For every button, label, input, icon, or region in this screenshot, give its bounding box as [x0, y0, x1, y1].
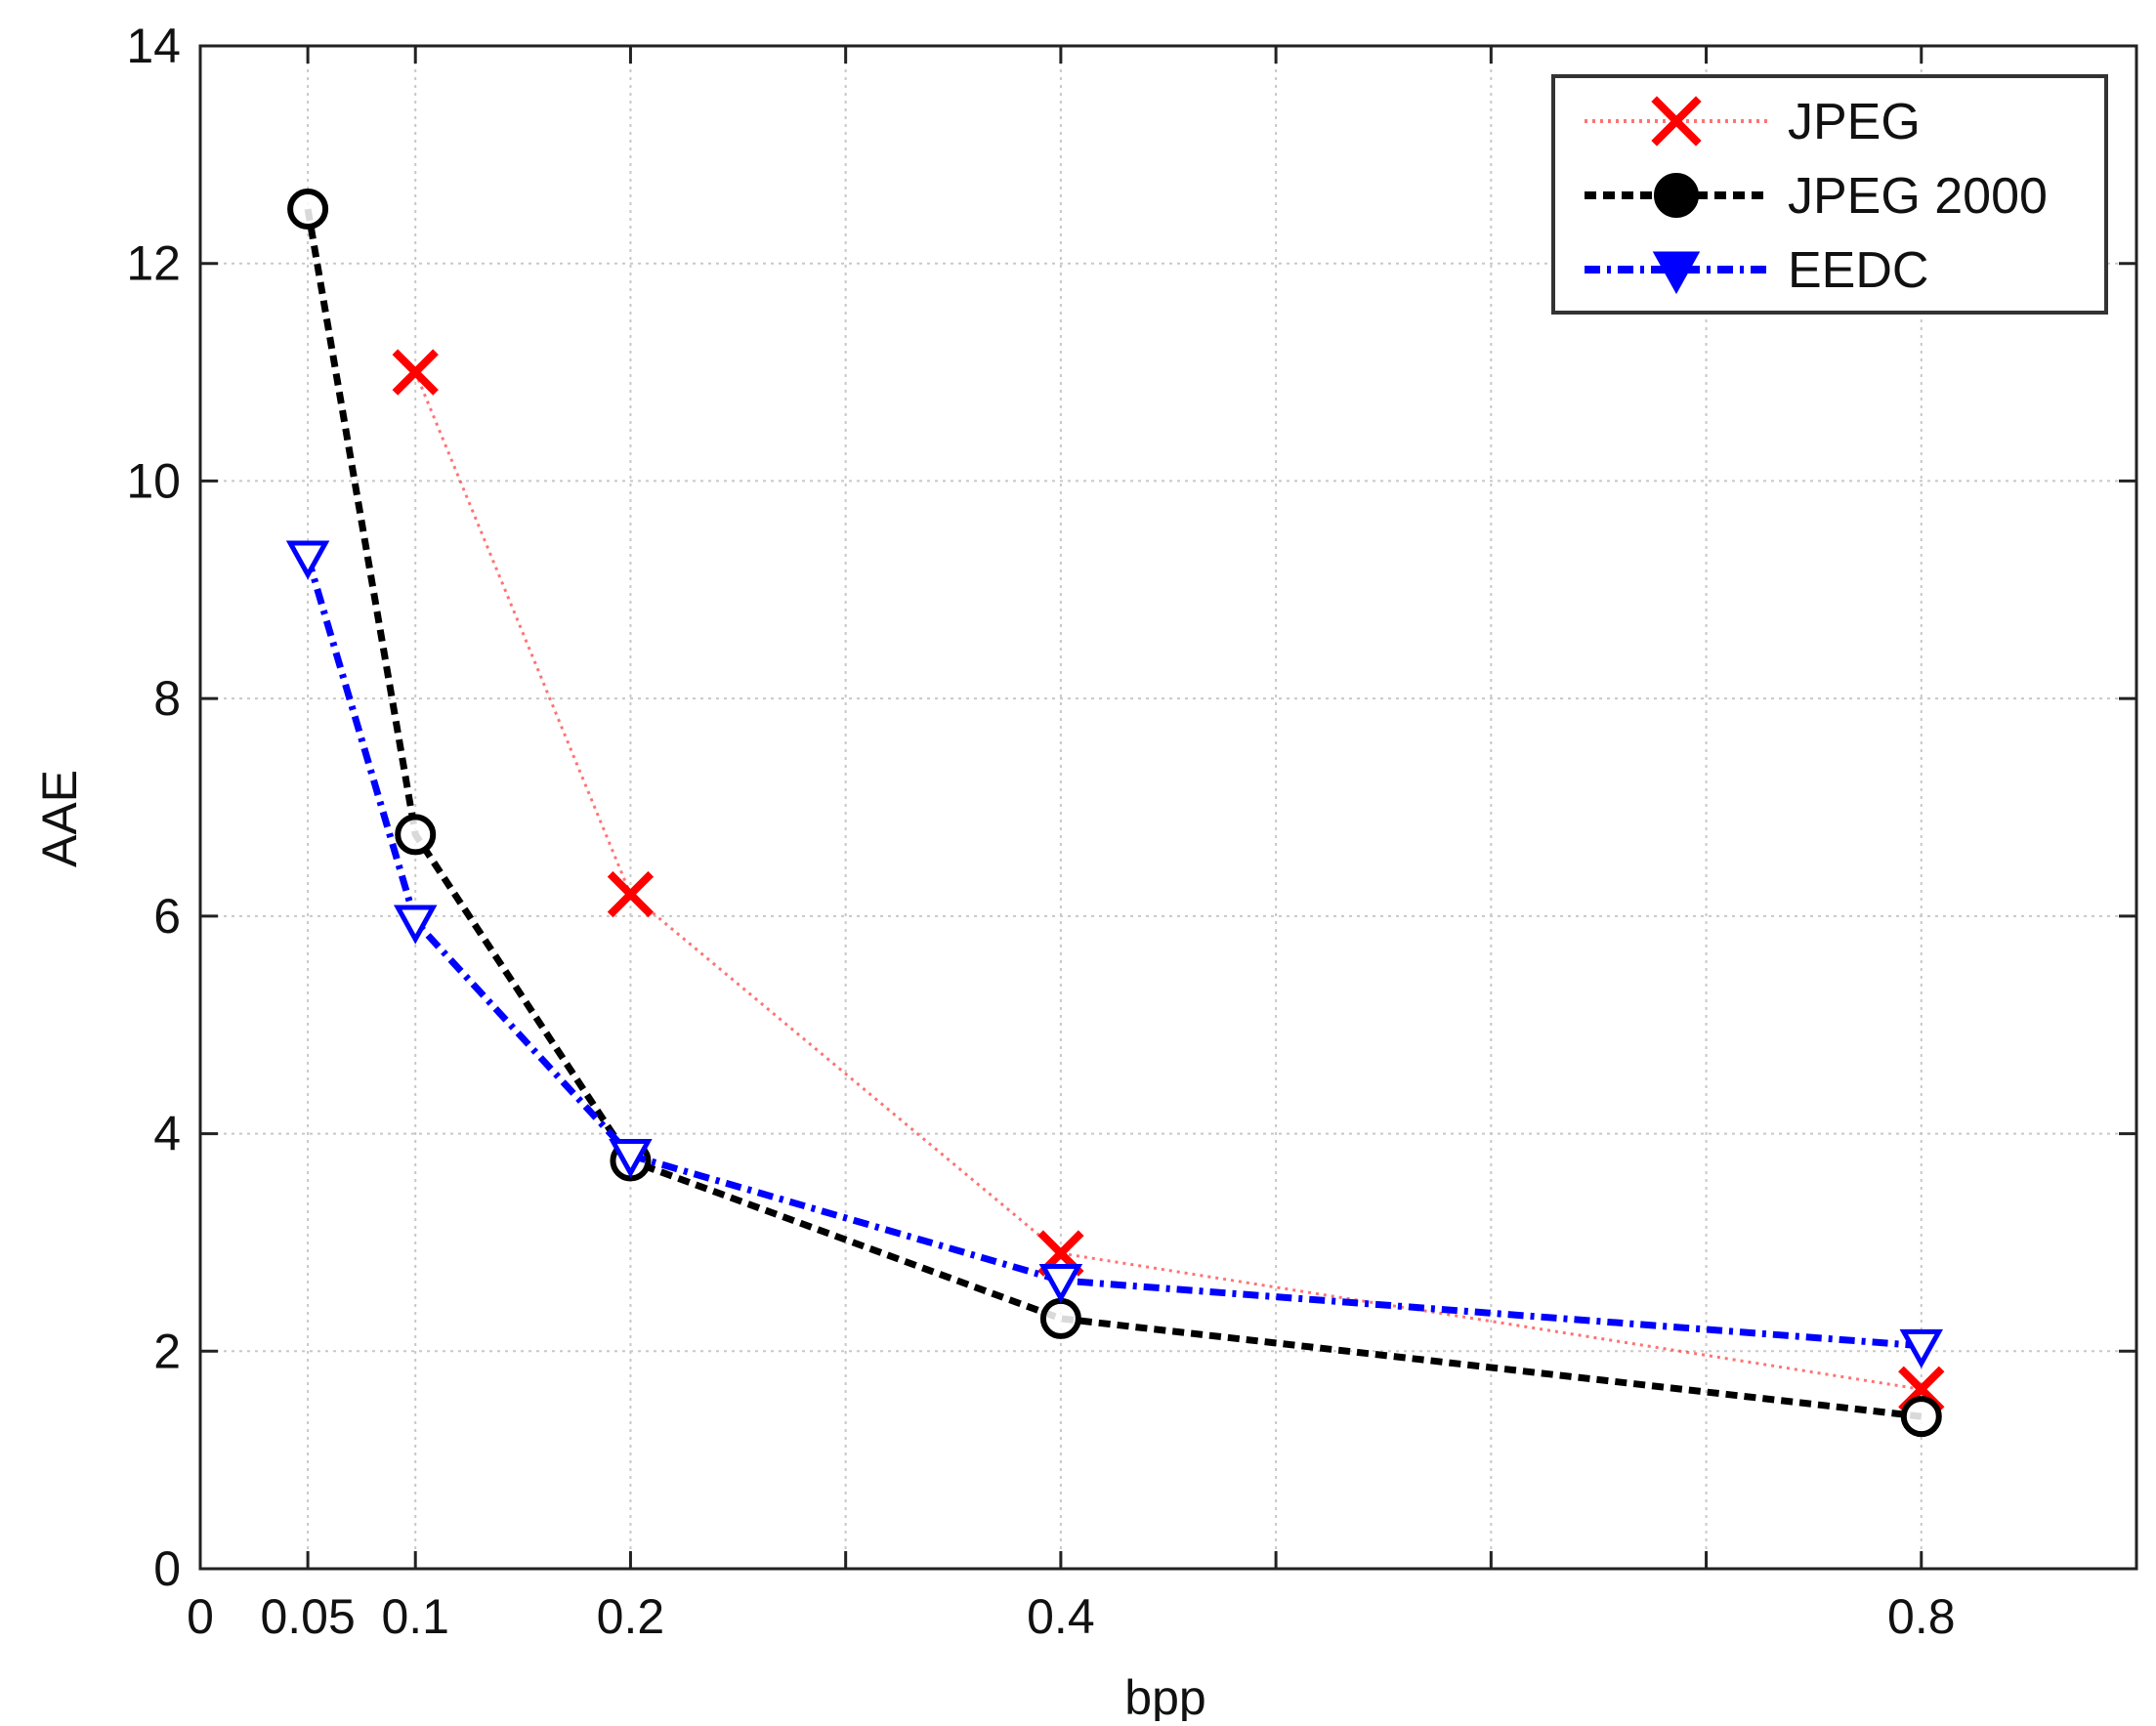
data-point-jpeg-2000 [1900, 1396, 1942, 1438]
legend-label-jpeg: JPEG [1788, 94, 1921, 150]
x-tick-label: 0 [187, 1589, 214, 1644]
data-point-jpeg-2000 [1039, 1297, 1081, 1339]
x-tick-label: 0.4 [1027, 1589, 1095, 1644]
y-tick-label: 4 [153, 1107, 181, 1161]
y-tick-label: 10 [126, 453, 181, 508]
x-tick-label: 0.1 [381, 1589, 449, 1644]
data-point-eedc [285, 540, 330, 580]
series-line-jpeg [413, 371, 1923, 1391]
x-axis-label: bpp [1124, 1670, 1205, 1721]
x-tick-label: 0.8 [1887, 1589, 1956, 1644]
x-tick-label: 0.05 [260, 1589, 355, 1644]
data-point-jpeg [607, 870, 655, 918]
legend-label-eedc: EEDC [1788, 242, 1928, 299]
legend-marker-jpeg-2000 [1654, 173, 1699, 218]
series-layer [285, 189, 1945, 1438]
data-point-eedc [1899, 1328, 1944, 1368]
y-axis-label: AAE [32, 770, 87, 867]
y-tick-label: 0 [153, 1541, 181, 1596]
y-tick-label: 14 [126, 19, 181, 73]
y-tick-label: 2 [153, 1324, 181, 1378]
series-line-eedc [304, 556, 1923, 1350]
legend-marker-jpeg [1651, 96, 1702, 147]
axes: 0 0.05 0.1 0.2 0.4 0.8 0 2 4 6 8 10 12 14 [126, 19, 2138, 1644]
y-tick-label: 6 [153, 889, 181, 944]
plot-frame [198, 44, 2138, 1571]
data-point-jpeg-2000 [395, 814, 437, 856]
data-point-eedc [1038, 1264, 1083, 1304]
data-point-jpeg [392, 349, 439, 396]
data-point-jpeg-2000 [287, 189, 329, 231]
data-point-eedc [609, 1138, 653, 1178]
x-tick-label: 0.2 [597, 1589, 665, 1644]
y-tick-label: 12 [126, 236, 181, 291]
data-point-eedc [393, 905, 438, 945]
legend: JPEG JPEG 2000 EEDC [1551, 74, 2108, 315]
legend-marker-eedc [1652, 251, 1701, 295]
legend-label-jpeg-2000: JPEG 2000 [1788, 168, 2048, 225]
series-line-jpeg-2000 [304, 208, 1923, 1420]
y-tick-label: 8 [153, 671, 181, 726]
grid [200, 46, 2136, 1569]
